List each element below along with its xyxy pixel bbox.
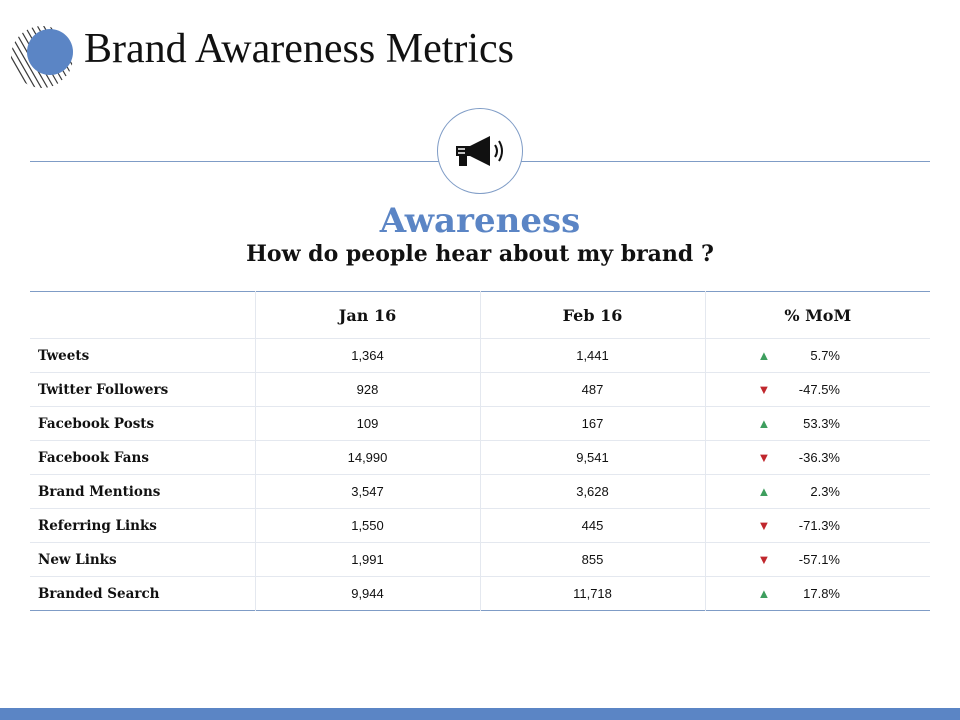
row-label: Twitter Followers: [30, 372, 255, 407]
table-row: Facebook Posts 109 167 ▲ 53.3%: [30, 406, 930, 441]
mom-value: 2.3%: [810, 484, 840, 499]
jan-value: 928: [254, 372, 480, 407]
triangle-down-icon: ▼: [757, 382, 771, 397]
section-heading: Awareness: [379, 201, 581, 241]
feb-value: 1,441: [479, 338, 705, 373]
page-title: Brand Awareness Metrics: [84, 26, 515, 72]
mom-cell: ▼ -36.3%: [704, 440, 930, 475]
circle-stripes-logo: [11, 26, 73, 88]
megaphone-icon: [456, 136, 503, 166]
row-label: Referring Links: [30, 508, 255, 543]
jan-value: 1,991: [254, 542, 480, 577]
jan-value: 1,550: [254, 508, 480, 543]
header-jan: Jan 16: [254, 291, 480, 339]
footer-bar: [0, 708, 960, 720]
section-subheading: How do people hear about my brand ?: [246, 241, 714, 267]
triangle-down-icon: ▼: [757, 552, 771, 567]
row-label: New Links: [30, 542, 255, 577]
header-feb: Feb 16: [479, 291, 705, 339]
header-mom: % MoM: [704, 291, 930, 339]
metrics-table: Jan 16 Feb 16 % MoM Tweets 1,364 1,441 ▲ 5.7…: [30, 291, 930, 611]
row-label: Branded Search: [38, 585, 160, 602]
table-row: Tweets 1,364 1,441 ▲ 5.7%: [30, 338, 930, 373]
mom-cell: ▲ 5.7%: [704, 338, 930, 373]
triangle-down-icon: ▼: [757, 518, 771, 533]
feb-value: 11,718: [479, 576, 705, 611]
mom-value: -47.5%: [798, 382, 840, 397]
triangle-up-icon: ▲: [757, 484, 771, 499]
jan-value: 1,364: [254, 338, 480, 373]
mom-value: -36.3%: [798, 450, 840, 465]
feb-value: 167: [479, 406, 705, 441]
mom-value: -57.1%: [798, 552, 840, 567]
mom-cell: ▼ -47.5%: [704, 372, 930, 407]
table-row: New Links 1,991 855 ▼ -57.1%: [30, 542, 930, 577]
mom-cell: ▼ -57.1%: [704, 542, 930, 577]
mom-value: 53.3%: [803, 416, 840, 431]
feb-value: 445: [479, 508, 705, 543]
mom-cell: ▲ 17.8%: [704, 576, 930, 611]
row-label: Facebook Posts: [30, 406, 255, 441]
row-label: Brand Mentions: [30, 474, 255, 509]
table-row: Brand Mentions 3,547 3,628 ▲ 2.3%: [30, 474, 930, 509]
mom-value: 5.7%: [810, 348, 840, 363]
mom-cell: ▲ 2.3%: [704, 474, 930, 509]
triangle-down-icon: ▼: [757, 450, 771, 465]
jan-value: 3,547: [254, 474, 480, 509]
section-icon-badge: [437, 108, 523, 194]
table-row: Twitter Followers 928 487 ▼ -47.5%: [30, 372, 930, 407]
table-row: Facebook Fans 14,990 9,541 ▼ -36.3%: [30, 440, 930, 475]
table-header-row: Jan 16 Feb 16 % MoM: [30, 291, 930, 339]
mom-cell: ▼ -71.3%: [704, 508, 930, 543]
row-label: Tweets: [30, 338, 255, 373]
jan-value: 9,944: [254, 576, 480, 611]
feb-value: 3,628: [479, 474, 705, 509]
triangle-up-icon: ▲: [757, 416, 771, 431]
feb-value: 487: [479, 372, 705, 407]
feb-value: 9,541: [479, 440, 705, 475]
row-label: Facebook Fans: [30, 440, 255, 475]
header-metric: [30, 291, 255, 339]
jan-value: 109: [254, 406, 480, 441]
mom-cell: ▲ 53.3%: [704, 406, 930, 441]
triangle-up-icon: ▲: [757, 348, 771, 363]
jan-value: 14,990: [254, 440, 480, 475]
table-row: Branded Search 9,944 11,718 ▲ 17.8%: [30, 576, 930, 611]
mom-value: 17.8%: [803, 586, 840, 601]
triangle-up-icon: ▲: [757, 586, 771, 601]
mom-value: -71.3%: [798, 518, 840, 533]
table-row: Referring Links 1,550 445 ▼ -71.3%: [30, 508, 930, 543]
feb-value: 855: [479, 542, 705, 577]
